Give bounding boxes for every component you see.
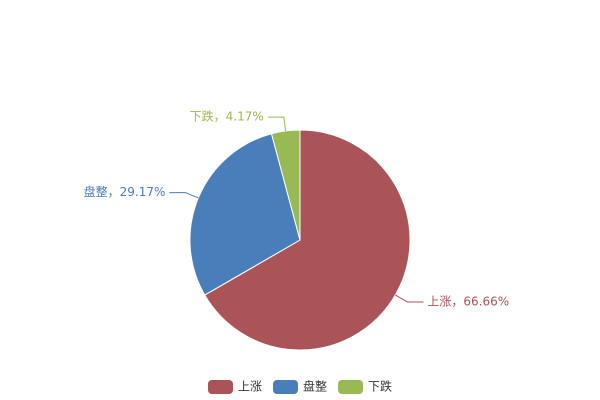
leader-line — [169, 192, 199, 199]
data-label: 下跌，4.17% — [190, 109, 264, 124]
legend-swatch — [208, 380, 233, 394]
legend-label: 下跌 — [368, 379, 392, 394]
legend-swatch — [273, 380, 298, 394]
pie-slice — [204, 129, 411, 351]
data-label: 上涨，66.66% — [427, 293, 509, 308]
legend-swatch — [338, 380, 363, 394]
legend-label: 上涨 — [238, 379, 262, 394]
leader-line — [395, 294, 424, 303]
legend-label: 盘整 — [303, 379, 327, 394]
leader-line — [267, 116, 287, 132]
data-label: 盘整，29.17% — [84, 184, 166, 199]
